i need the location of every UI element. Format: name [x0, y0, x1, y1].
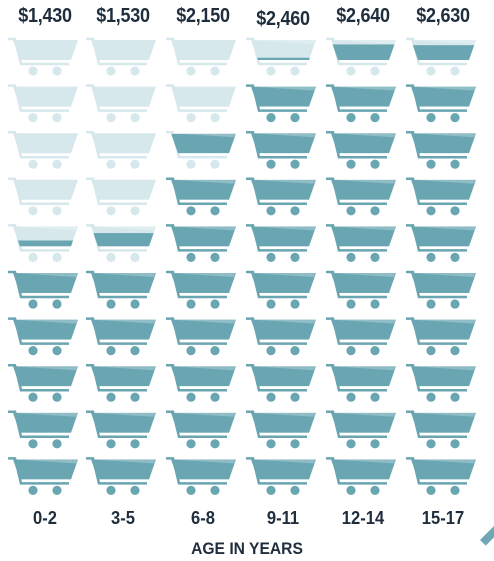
cart-icon [246, 84, 316, 123]
cart-icon [246, 37, 316, 76]
cart-icon [8, 270, 78, 309]
cart-icon [326, 317, 396, 356]
cart-icon [406, 84, 476, 123]
cart-icon [246, 130, 316, 169]
cart-icon [86, 317, 156, 356]
cart-icon [246, 363, 316, 402]
cart-icon [326, 363, 396, 402]
value-label: $2,460 [256, 8, 310, 30]
cart-icon [8, 224, 78, 262]
cart-icon [86, 270, 156, 309]
category-label: 12-14 [341, 508, 385, 528]
cart-icon [246, 317, 316, 356]
cart-icon [166, 177, 236, 216]
cart-icon [246, 457, 316, 495]
cart-icon [86, 37, 156, 76]
cart-icon [326, 130, 396, 169]
cart-icon [246, 410, 316, 449]
cart-icon [406, 130, 476, 169]
value-label: $2,150 [176, 5, 230, 27]
cart-icon [166, 317, 236, 356]
cart-icon [8, 177, 78, 216]
x-axis-label: AGE IN YEARS [191, 539, 303, 558]
cart-icon [8, 410, 78, 449]
cart-icon [326, 410, 396, 449]
cart-icon [406, 363, 476, 402]
cart-icon [8, 37, 78, 76]
category-label: 3-5 [111, 508, 135, 528]
cart-icon [406, 270, 476, 309]
cart-icon [326, 84, 396, 123]
cart-icon [166, 410, 236, 449]
cart-icon [86, 84, 156, 123]
cart-icon [406, 224, 476, 262]
category-label: 6-8 [191, 508, 215, 528]
value-label: $1,430 [18, 5, 72, 27]
cart-icon [246, 224, 316, 262]
cart-icon [166, 457, 236, 495]
cart-icon [86, 177, 156, 216]
category-label: 0-2 [33, 508, 57, 528]
cart-icon [86, 224, 156, 262]
cart-icon [406, 37, 476, 76]
cart-icon [8, 363, 78, 402]
cart-icon [326, 270, 396, 309]
cart-icon [8, 317, 78, 356]
cart-icon [246, 270, 316, 309]
cart-icon [8, 130, 78, 169]
cart-icon [406, 457, 476, 495]
cart-icon [406, 410, 476, 449]
cart-icon [406, 177, 476, 216]
value-label: $2,630 [416, 5, 470, 27]
cart-icon [166, 37, 236, 76]
category-label: 15-17 [421, 508, 465, 528]
cart-icon [166, 270, 236, 309]
cart-icon [8, 84, 78, 123]
cart-icon [166, 224, 236, 262]
category-label: 9-11 [266, 508, 300, 528]
value-label: $1,530 [96, 5, 150, 27]
cart-icon [406, 317, 476, 356]
cart-icon [8, 457, 78, 495]
cart-icon [326, 177, 396, 216]
cart-icon [326, 224, 396, 262]
cart-icon [166, 363, 236, 402]
cart-icon [326, 37, 396, 76]
cart-icon [246, 177, 316, 216]
cart-icon [166, 130, 236, 169]
cart-icon [166, 84, 236, 123]
cart-icon [86, 457, 156, 495]
value-label: $2,640 [336, 5, 390, 27]
cart-icon [86, 363, 156, 402]
cart-icon [326, 457, 396, 495]
cart-icon [86, 410, 156, 449]
cart-icon [86, 130, 156, 169]
